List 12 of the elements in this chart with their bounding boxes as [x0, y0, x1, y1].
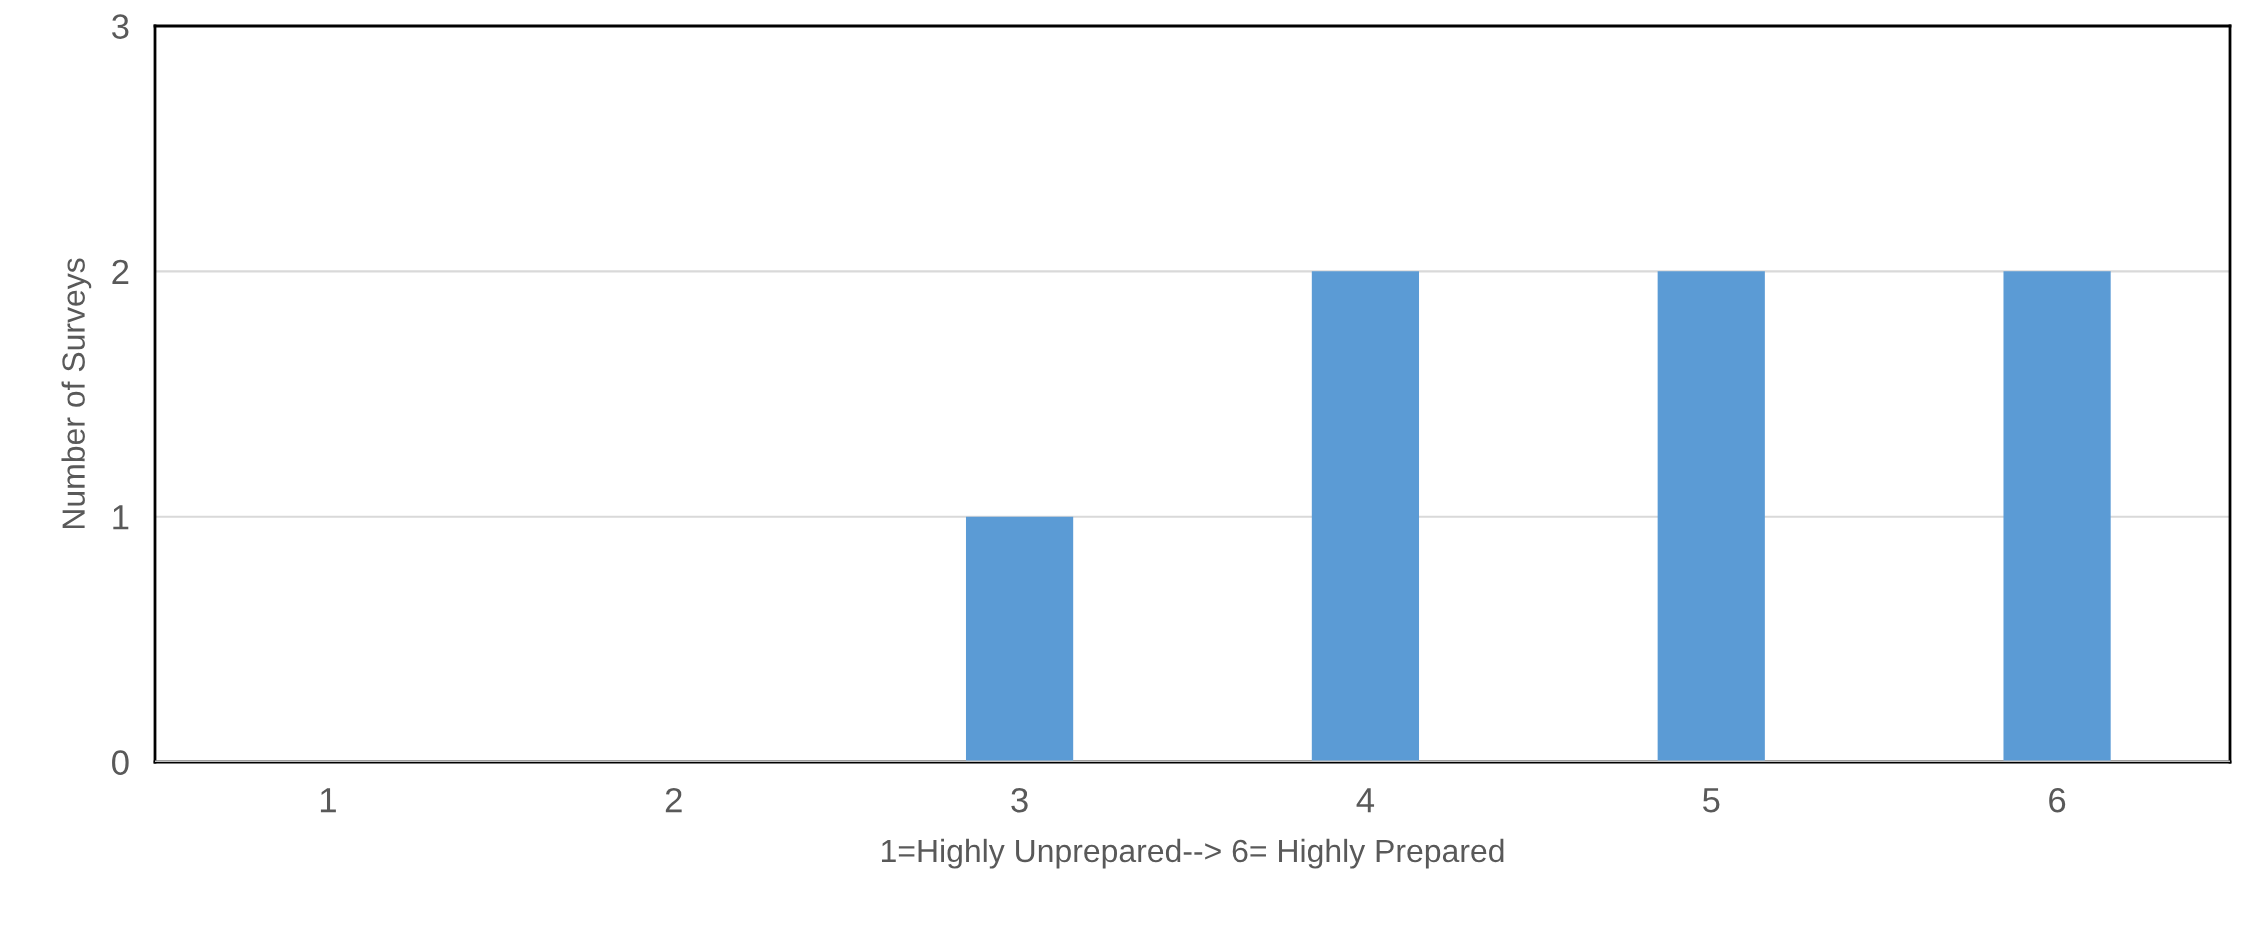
y-tick-label: 1 — [113, 505, 129, 530]
x-tick-label: 6 — [2049, 787, 2066, 813]
y-tick-label: 2 — [112, 259, 129, 284]
x-tick-label: 1 — [320, 788, 336, 813]
y-axis-title: Number of Surveys — [61, 258, 92, 529]
x-tick-label: 3 — [1011, 787, 1028, 813]
x-axis-title: 1=Highly Unprepared--> 6= Highly Prepared — [881, 838, 1504, 869]
x-tick-label: 2 — [665, 787, 682, 813]
y-tick-label: 3 — [112, 14, 129, 39]
x-tick-label: 5 — [1702, 788, 1720, 813]
y-tick-label: 0 — [112, 750, 129, 775]
x-tick-label: 4 — [1356, 788, 1375, 813]
